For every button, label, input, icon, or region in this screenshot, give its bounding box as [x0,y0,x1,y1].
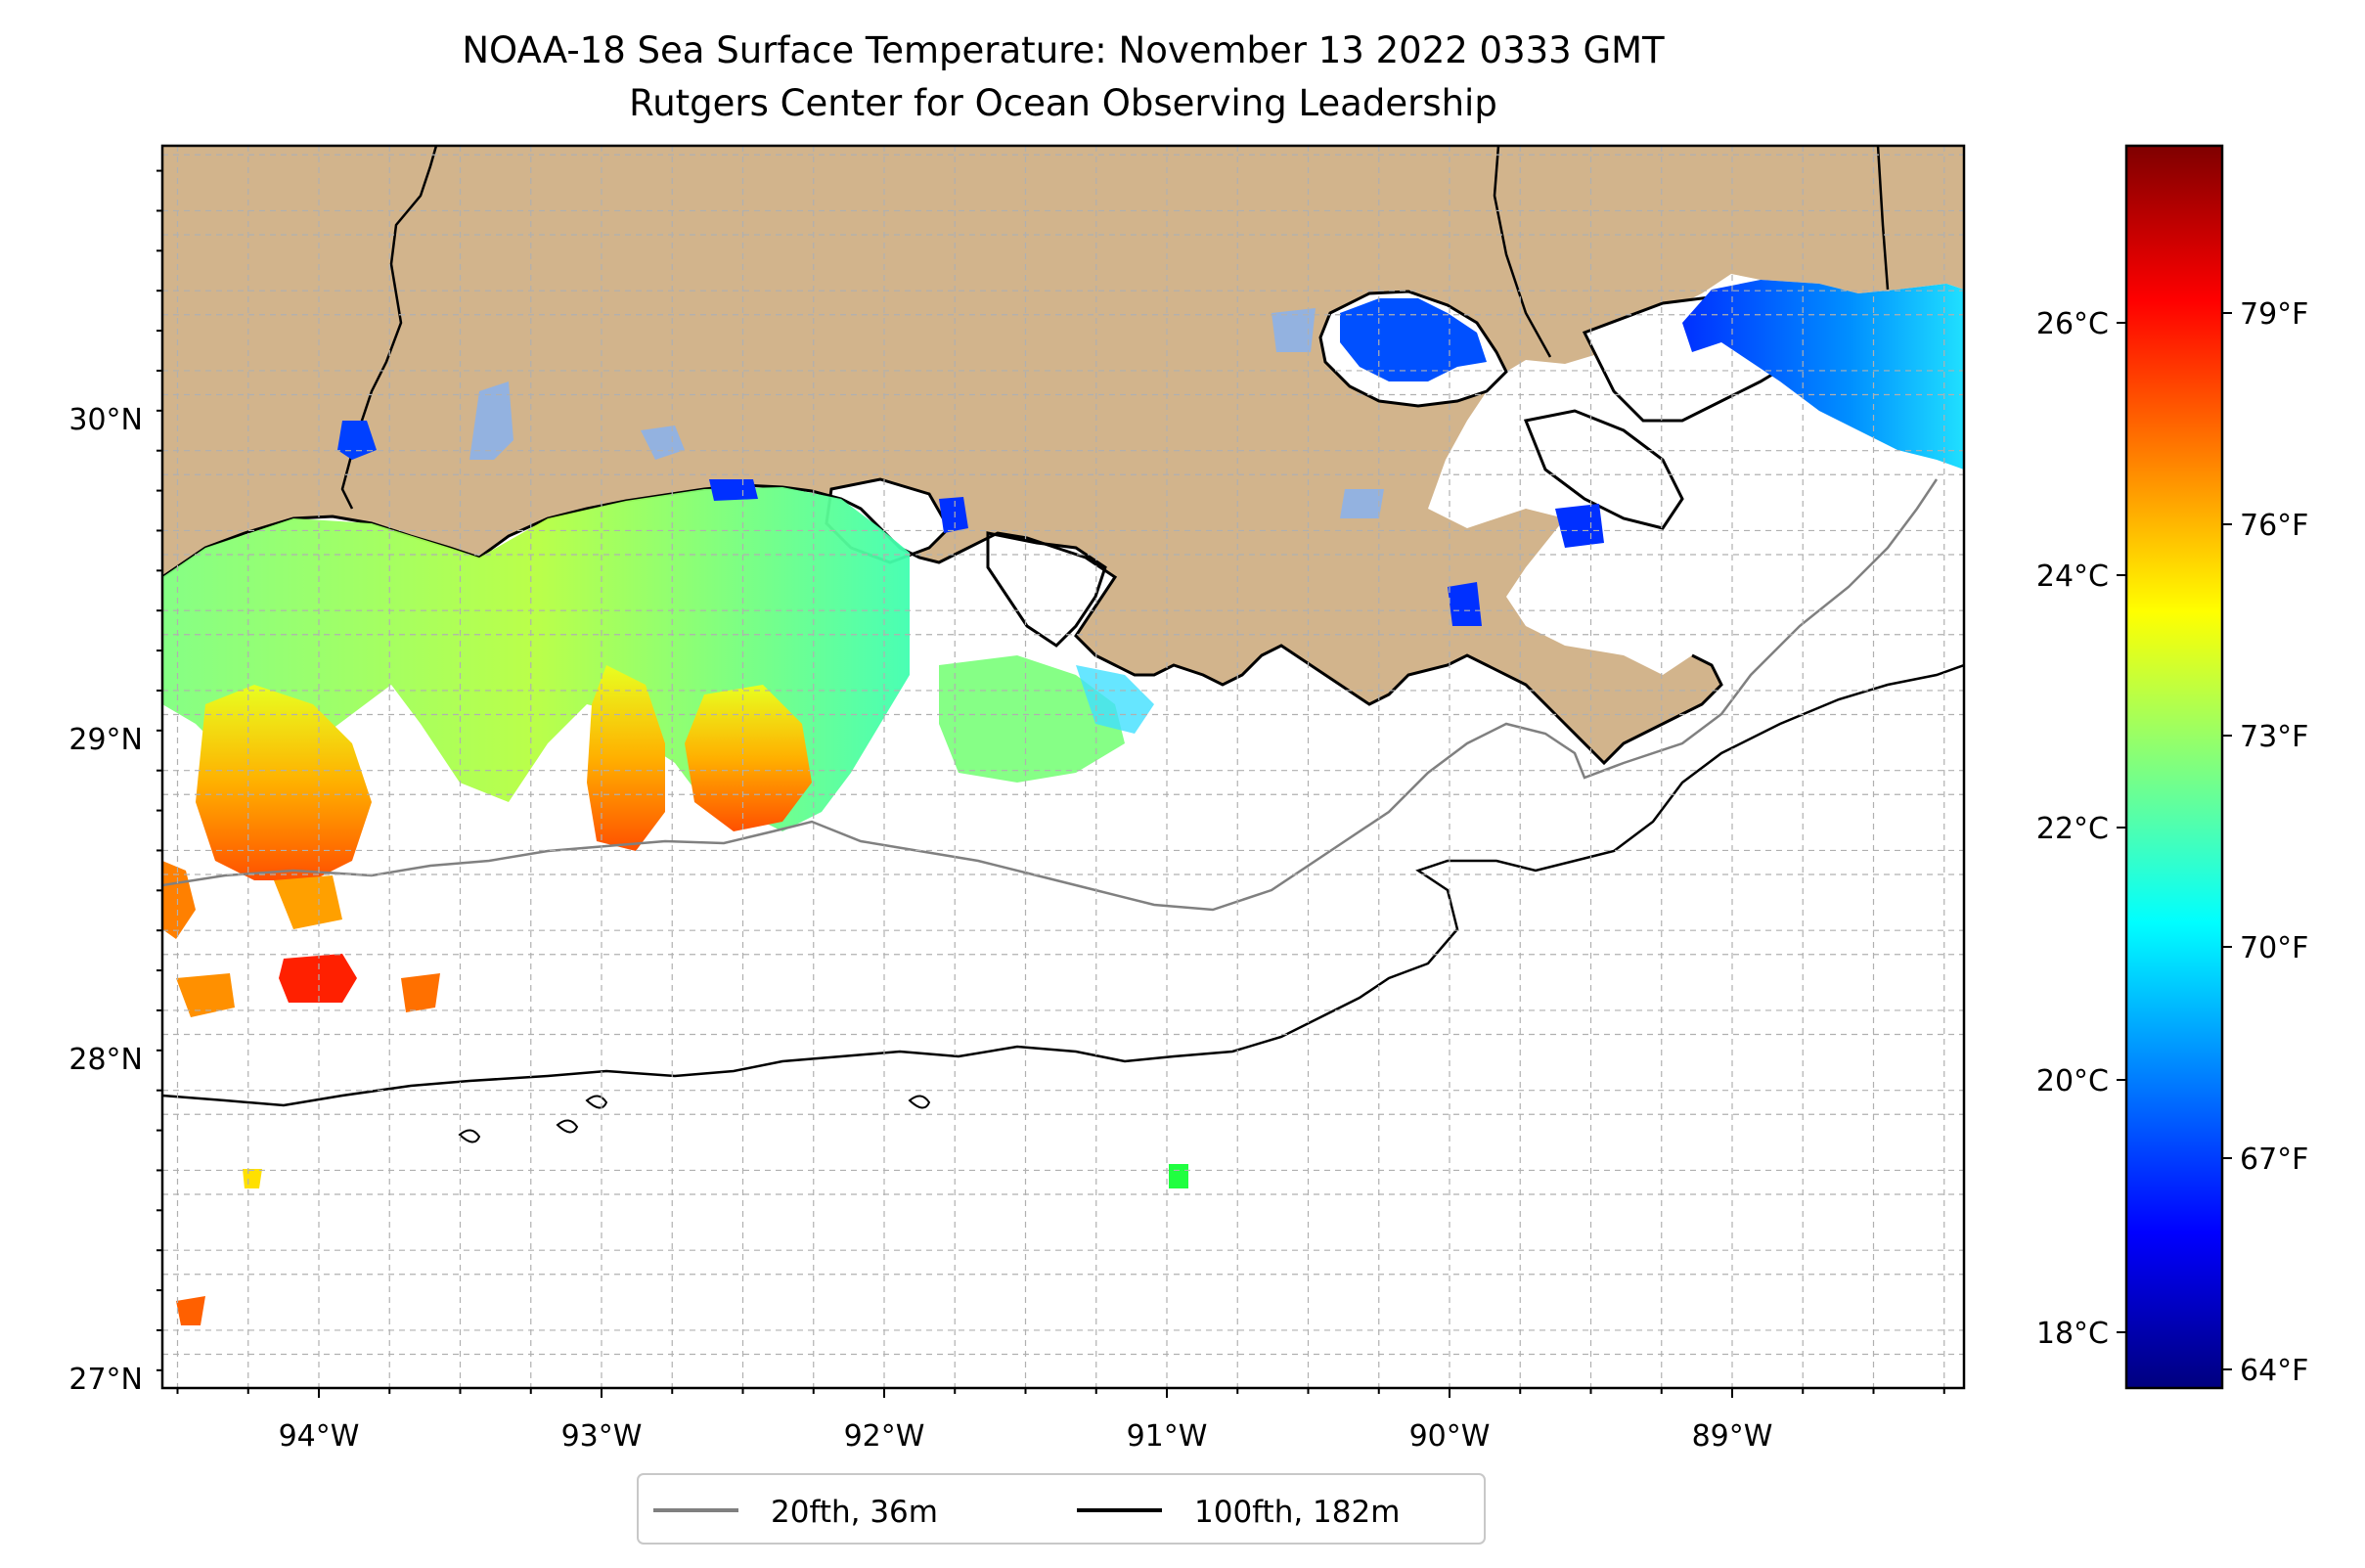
mississippi-alabama-border [1876,146,1890,291]
colorbar-gradient [2124,144,2224,1390]
sst-swath-warm-1 [196,685,372,880]
sst-blob-1 [337,421,377,460]
x-tick-label: 92°W [844,1419,925,1454]
louisiana-mississippi-border [1493,146,1552,358]
colorbar-celsius-label: 26°C [2036,307,2109,341]
coastline [162,483,1723,766]
sst-blob-6 [1340,489,1384,518]
sst-data-layer [162,280,1964,1325]
map-gridlines [162,146,1964,1388]
legend: 20fth, 36m 100fth, 182m [637,1473,1486,1545]
colorbar-celsius-label: 22°C [2036,812,2109,846]
land-louisiana [162,146,1964,763]
colorbar-left-ticks: 26°C 24°C 22°C 20°C 18°C [2036,307,2126,1351]
x-tick-label: 94°W [279,1419,360,1454]
sst-swath-mid-gulf [939,655,1125,783]
map-ticks [156,169,1945,1398]
colorbar-fahrenheit-label: 79°F [2240,297,2308,332]
sst-blob-5 [1272,308,1316,352]
colorbar-fahrenheit-label: 76°F [2240,509,2308,543]
y-tick-label: 27°N [68,1363,143,1397]
x-tick-label: 90°W [1409,1419,1491,1454]
sst-blob-7 [1448,582,1482,626]
contour-small-3 [908,1095,931,1109]
sst-swath-warm-6 [401,973,440,1012]
y-tick-label: 29°N [68,723,143,757]
sst-blob-8 [939,497,968,533]
contour-small-4 [556,1119,579,1134]
sst-blob-11 [176,1296,205,1325]
colorbar-right-ticks: 79°F 76°F 73°F 70°F 67°F 64°F [2222,297,2308,1388]
sst-swath-warm-7 [274,875,342,929]
y-tick-label: 28°N [68,1043,143,1077]
map-panel [162,146,1964,1388]
sst-swath-red-1 [279,954,357,1003]
barataria-bay [1523,409,1684,530]
y-tick-label: 30°N [68,403,143,437]
x-tick-label: 91°W [1127,1419,1208,1454]
contour-small-2 [458,1129,481,1143]
chart-title-line2: Rutgers Center for Ocean Observing Leade… [629,82,1497,124]
map-tick-labels: 94°W 93°W 92°W 91°W 90°W 89°W 30°N 29°N 28°N 27°N [68,403,1772,1454]
colorbar-celsius-label: 24°C [2036,560,2109,594]
sst-blob-9 [1555,504,1604,548]
chart-title-line1: NOAA-18 Sea Surface Temperature: Novembe… [462,29,1665,71]
sst-swath-warm-5 [176,973,235,1017]
colorbar-celsius-label: 18°C [2036,1317,2109,1351]
sst-blob-4 [709,479,758,501]
legend-label-20fth: 20fth, 36m [771,1495,938,1530]
sst-swath-cyan [1076,665,1154,734]
legend-label-100fth: 100fth, 182m [1194,1495,1400,1530]
colorbar-fahrenheit-label: 64°F [2240,1354,2308,1388]
sst-blob-2 [469,381,513,460]
sst-blob-12 [243,1169,262,1188]
x-tick-label: 89°W [1692,1419,1773,1454]
contour-small-1 [585,1095,608,1109]
map-frame [160,144,1966,1390]
colorbar-fahrenheit-label: 67°F [2240,1142,2308,1177]
colorbar-fahrenheit-label: 70°F [2240,931,2308,965]
legend-box [637,1473,1486,1545]
sst-blob-10 [1169,1164,1188,1188]
contour-100fth-182m [162,663,1964,1107]
colorbar-fahrenheit-label: 73°F [2240,720,2308,754]
atchafalaya-bay [986,531,1107,648]
sst-swath-east-blue [1682,280,1964,470]
x-tick-label: 93°W [561,1419,643,1454]
texas-louisiana-border [340,146,438,510]
contour-20fth-36m [162,478,1939,912]
colorbar-celsius-label: 20°C [2036,1064,2109,1098]
colorbar: 26°C 24°C 22°C 20°C 18°C 79°F 76°F 73°F 70°F 67°… [2036,144,2308,1390]
sst-swath-warm-2 [587,665,665,851]
